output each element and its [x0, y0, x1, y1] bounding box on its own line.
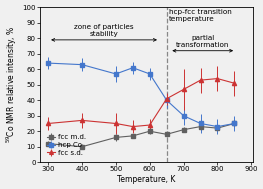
Text: hcp-fcc transition
temperature: hcp-fcc transition temperature: [169, 9, 231, 22]
X-axis label: Temperature, K: Temperature, K: [117, 175, 175, 184]
Text: partial
transformation: partial transformation: [176, 35, 230, 48]
Text: zone of particles
stability: zone of particles stability: [74, 24, 134, 37]
Y-axis label: $^{59}$Co NMR relative intensity, %: $^{59}$Co NMR relative intensity, %: [5, 26, 19, 143]
Legend: fcc m.d., hcp Co, fcc s.d.: fcc m.d., hcp Co, fcc s.d.: [45, 133, 87, 157]
